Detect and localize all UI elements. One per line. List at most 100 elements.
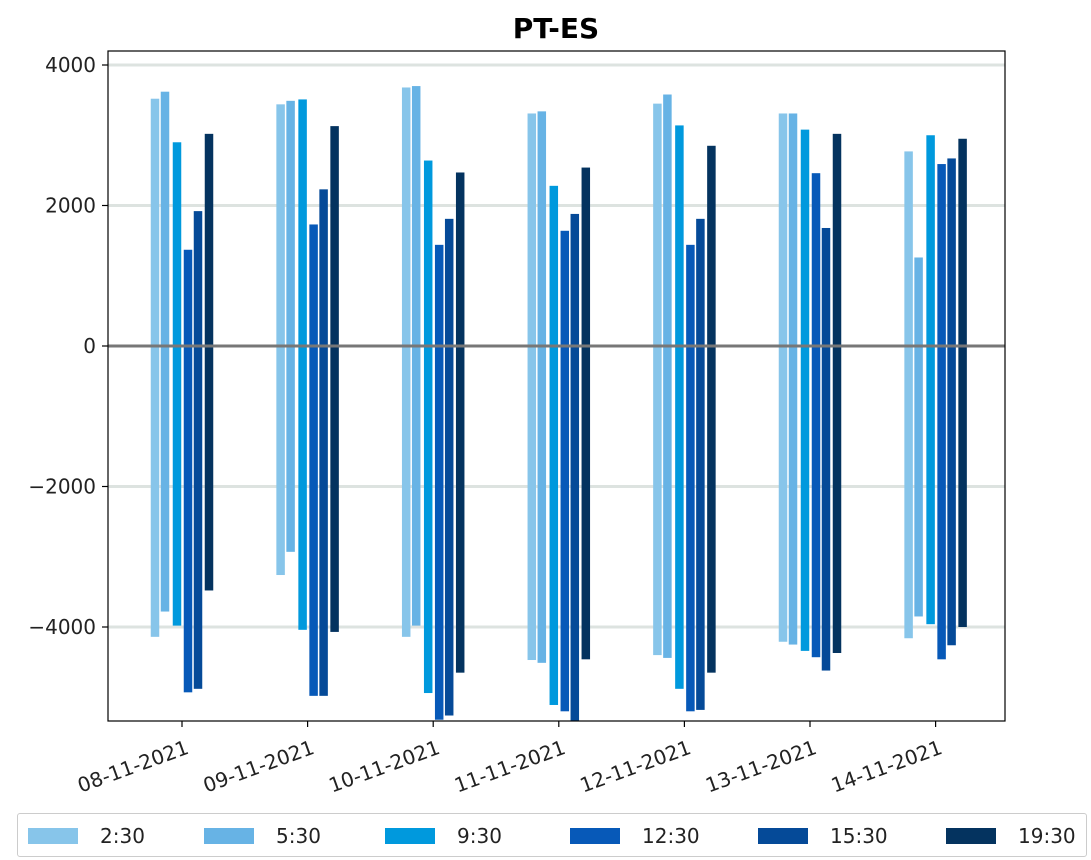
bar-positive-530-12-11-2021 [663, 94, 672, 346]
bar-negative-930-08-11-2021 [172, 346, 182, 626]
bar-negative-530-11-11-2021 [537, 346, 547, 663]
y-tick-label: −4000 [28, 615, 96, 639]
bar-negative-1530-11-11-2021 [570, 346, 580, 721]
bar-negative-930-13-11-2021 [800, 346, 810, 651]
bar-negative-1930-12-11-2021 [707, 346, 716, 673]
bar-negative-1230-12-11-2021 [686, 346, 695, 712]
x-axis: 08-11-2021 09-11-2021 10-11-2021 11-11-2021… [74, 721, 945, 797]
chart-title: PT-ES [513, 12, 599, 45]
bar-positive-930-12-11-2021 [675, 125, 684, 346]
bar-negative-1930-11-11-2021 [581, 346, 591, 660]
bar-negative-930-09-11-2021 [298, 346, 307, 630]
bar-negative-1930-08-11-2021 [204, 346, 214, 591]
legend: 2:30 5:30 9:30 12:30 15:30 19:30 [17, 813, 1087, 857]
bar-positive-530-11-11-2021 [537, 111, 547, 347]
bar-positive-530-13-11-2021 [788, 113, 798, 346]
bar-negative-230-13-11-2021 [778, 346, 788, 642]
bar-negative-530-13-11-2021 [788, 346, 798, 645]
bar-negative-1930-10-11-2021 [455, 346, 465, 673]
bar-positive-1930-08-11-2021 [204, 133, 214, 346]
y-tick-label: 0 [83, 334, 96, 358]
bar-positive-1230-10-11-2021 [434, 244, 444, 346]
bar-positive-1930-14-11-2021 [958, 138, 967, 346]
bar-positive-930-13-11-2021 [800, 129, 810, 346]
x-tick-label: 11-11-2021 [451, 735, 568, 797]
bar-positive-230-12-11-2021 [653, 103, 662, 346]
bar-positive-1930-09-11-2021 [330, 126, 339, 347]
legend-label: 19:30 [1018, 824, 1076, 848]
bar-positive-1230-12-11-2021 [686, 244, 695, 346]
bar-negative-530-09-11-2021 [286, 346, 295, 552]
bar-negative-1230-11-11-2021 [560, 346, 570, 712]
legend-swatch [758, 828, 808, 844]
bar-positive-230-08-11-2021 [150, 98, 160, 346]
legend-label: 15:30 [830, 824, 888, 848]
bar-positive-1930-12-11-2021 [707, 145, 716, 346]
x-tick-label: 13-11-2021 [702, 735, 819, 797]
bar-negative-1530-14-11-2021 [947, 346, 956, 646]
bar-negative-1530-08-11-2021 [193, 346, 203, 689]
bar-negative-1930-13-11-2021 [832, 346, 842, 653]
bar-positive-230-11-11-2021 [527, 113, 537, 346]
bar-negative-1230-13-11-2021 [811, 346, 821, 658]
bar-negative-1530-10-11-2021 [444, 346, 454, 716]
y-tick-label: −2000 [28, 475, 96, 499]
bar-positive-1530-08-11-2021 [193, 211, 203, 346]
bar-negative-1530-13-11-2021 [821, 346, 831, 671]
bar-positive-930-14-11-2021 [926, 135, 935, 346]
y-tick-label: 4000 [45, 53, 96, 77]
plot-frame [107, 50, 1006, 722]
y-axis: −4000 −2000 0 2000 4000 [28, 53, 108, 639]
bar-negative-230-11-11-2021 [527, 346, 537, 661]
legend-item-930: 9:30 [385, 814, 502, 858]
bar-negative-1230-14-11-2021 [937, 346, 946, 660]
bar-positive-1530-13-11-2021 [821, 227, 831, 346]
bar-positive-530-08-11-2021 [160, 91, 170, 346]
bar-positive-930-10-11-2021 [423, 160, 433, 346]
bar-negative-230-09-11-2021 [276, 346, 285, 576]
bar-positive-230-13-11-2021 [778, 113, 788, 346]
legend-item-1930: 19:30 [946, 814, 1076, 858]
bar-negative-1530-09-11-2021 [319, 346, 328, 696]
bar-positive-1230-09-11-2021 [309, 224, 318, 346]
bar-negative-1930-09-11-2021 [330, 346, 339, 632]
bar-negative-230-08-11-2021 [150, 346, 160, 637]
bar-positive-1530-14-11-2021 [947, 158, 956, 346]
bar-positive-230-10-11-2021 [401, 87, 411, 346]
bar-positive-530-10-11-2021 [411, 86, 421, 346]
bar-negative-930-14-11-2021 [926, 346, 935, 625]
bar-positive-530-14-11-2021 [914, 257, 923, 346]
bar-negative-930-10-11-2021 [423, 346, 433, 694]
bar-positive-1530-11-11-2021 [570, 213, 580, 346]
bar-positive-1530-12-11-2021 [696, 218, 705, 346]
bar-positive-930-11-11-2021 [549, 185, 559, 346]
y-tick-label: 2000 [45, 194, 96, 218]
bar-positive-1930-10-11-2021 [455, 172, 465, 346]
bar-negative-1230-08-11-2021 [183, 346, 193, 693]
legend-label: 2:30 [100, 824, 145, 848]
legend-swatch [570, 828, 620, 844]
bar-positive-1530-09-11-2021 [319, 189, 328, 346]
legend-item-1530: 15:30 [758, 814, 888, 858]
bar-negative-1230-10-11-2021 [434, 346, 444, 720]
bar-positive-1230-14-11-2021 [937, 164, 946, 346]
bar-negative-930-11-11-2021 [549, 346, 559, 705]
x-tick-label: 09-11-2021 [200, 735, 317, 797]
x-tick-label: 12-11-2021 [577, 735, 694, 797]
bar-positive-1230-13-11-2021 [811, 173, 821, 346]
bars [150, 86, 967, 721]
x-tick-label: 08-11-2021 [74, 735, 191, 797]
bar-negative-530-12-11-2021 [663, 346, 672, 658]
bar-negative-1230-09-11-2021 [309, 346, 318, 696]
bar-negative-230-10-11-2021 [401, 346, 411, 637]
bar-positive-1530-10-11-2021 [444, 218, 454, 346]
legend-swatch [28, 828, 78, 844]
bar-negative-230-12-11-2021 [653, 346, 662, 656]
bar-positive-1930-11-11-2021 [581, 167, 591, 346]
bar-positive-530-09-11-2021 [286, 100, 295, 346]
bar-positive-1230-08-11-2021 [183, 249, 193, 346]
legend-item-230: 2:30 [28, 814, 145, 858]
bar-negative-530-10-11-2021 [411, 346, 421, 626]
bar-positive-1930-13-11-2021 [832, 133, 842, 346]
